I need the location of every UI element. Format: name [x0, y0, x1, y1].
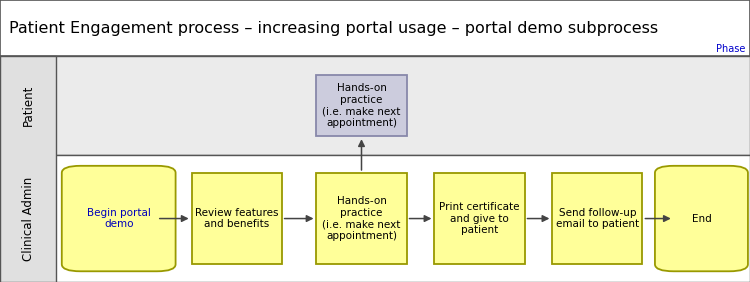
Text: Phase: Phase: [716, 44, 746, 54]
FancyBboxPatch shape: [0, 155, 750, 282]
FancyBboxPatch shape: [316, 173, 407, 264]
Text: Send follow-up
email to patient: Send follow-up email to patient: [556, 208, 639, 229]
Text: Hands-on
practice
(i.e. make next
appointment): Hands-on practice (i.e. make next appoin…: [322, 83, 400, 128]
Text: Clinical Admin: Clinical Admin: [22, 177, 34, 261]
FancyBboxPatch shape: [316, 75, 407, 136]
FancyBboxPatch shape: [552, 173, 643, 264]
FancyBboxPatch shape: [655, 166, 748, 271]
Text: Patient: Patient: [22, 85, 34, 126]
FancyBboxPatch shape: [434, 173, 524, 264]
Text: End: End: [692, 213, 711, 224]
Text: Begin portal
demo: Begin portal demo: [87, 208, 151, 229]
FancyBboxPatch shape: [0, 56, 56, 282]
Text: Hands-on
practice
(i.e. make next
appointment): Hands-on practice (i.e. make next appoin…: [322, 196, 400, 241]
FancyBboxPatch shape: [62, 166, 176, 271]
FancyBboxPatch shape: [0, 0, 750, 56]
FancyBboxPatch shape: [191, 173, 282, 264]
FancyBboxPatch shape: [0, 56, 750, 155]
Text: Print certificate
and give to
patient: Print certificate and give to patient: [440, 202, 520, 235]
Text: Patient Engagement process – increasing portal usage – portal demo subprocess: Patient Engagement process – increasing …: [9, 21, 658, 36]
Text: Review features
and benefits: Review features and benefits: [195, 208, 278, 229]
